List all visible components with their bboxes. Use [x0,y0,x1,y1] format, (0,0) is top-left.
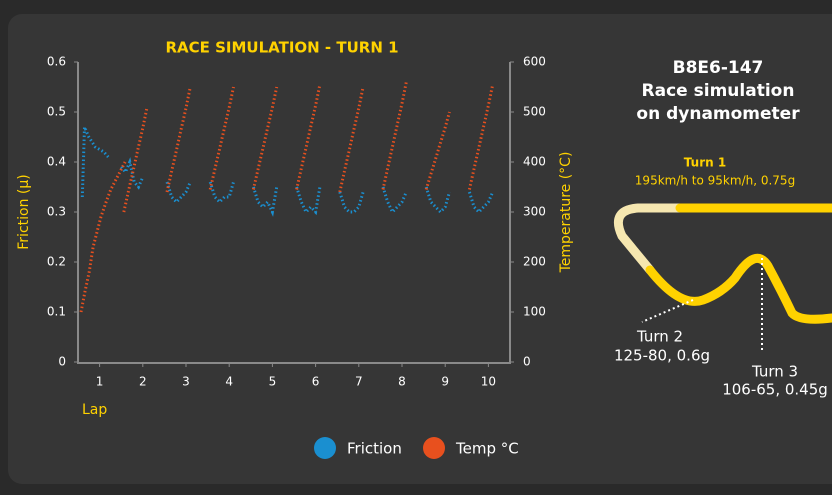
legend-swatch [314,437,336,459]
y2-axis-label: Temperature (°C) [558,152,574,274]
y-tick-label: 0.1 [47,305,66,319]
turn-detail: 106-65, 0.45g [722,381,828,399]
y2-tick-label: 600 [523,55,546,69]
x-tick-label: 4 [225,375,233,389]
x-axis-label: Lap [82,402,107,418]
panel-line: Race simulation [642,81,795,101]
y-tick-label: 0.3 [47,205,66,219]
y2-tick-label: 200 [523,255,546,269]
x-tick-label: 7 [355,375,363,389]
legend-swatch [423,437,445,459]
legend-label: Friction [347,440,402,458]
track [645,203,832,324]
y-tick-label: 0 [58,355,66,369]
series-line [80,126,495,217]
y2-tick-label: 0 [523,355,531,369]
chart-title: RACE SIMULATION - TURN 1 [165,39,398,57]
turn-detail: 195km/h to 95km/h, 0.75g [635,174,795,188]
y-axis-label: Friction (µ) [16,174,32,249]
legend-label: Temp °C [455,440,519,458]
panel-code: B8E6-147 [673,58,764,78]
y-tick-label: 0.4 [47,155,66,169]
y2-tick-label: 100 [523,305,546,319]
x-tick-label: 3 [182,375,190,389]
x-tick-label: 6 [312,375,320,389]
turn-detail: 125-80, 0.6g [614,347,710,365]
y-tick-label: 0.5 [47,105,66,119]
y2-tick-label: 500 [523,105,546,119]
x-tick-label: 8 [398,375,406,389]
panel [8,14,832,484]
y-tick-label: 0.6 [47,55,66,69]
series-line [79,81,495,313]
pointer [641,299,694,323]
turn-name: Turn 3 [751,363,798,381]
x-tick-label: 10 [481,375,496,389]
y2-tick-label: 400 [523,155,546,169]
x-tick-label: 9 [441,375,449,389]
turn-name: Turn 2 [636,328,683,346]
y2-tick-label: 300 [523,205,546,219]
turn-name: Turn 1 [684,156,726,170]
y-tick-label: 0.2 [47,255,66,269]
track-segment [614,203,685,275]
x-tick-label: 5 [269,375,277,389]
panel-line: on dynamometer [636,104,800,124]
x-tick-label: 1 [96,375,104,389]
x-tick-label: 2 [139,375,147,389]
